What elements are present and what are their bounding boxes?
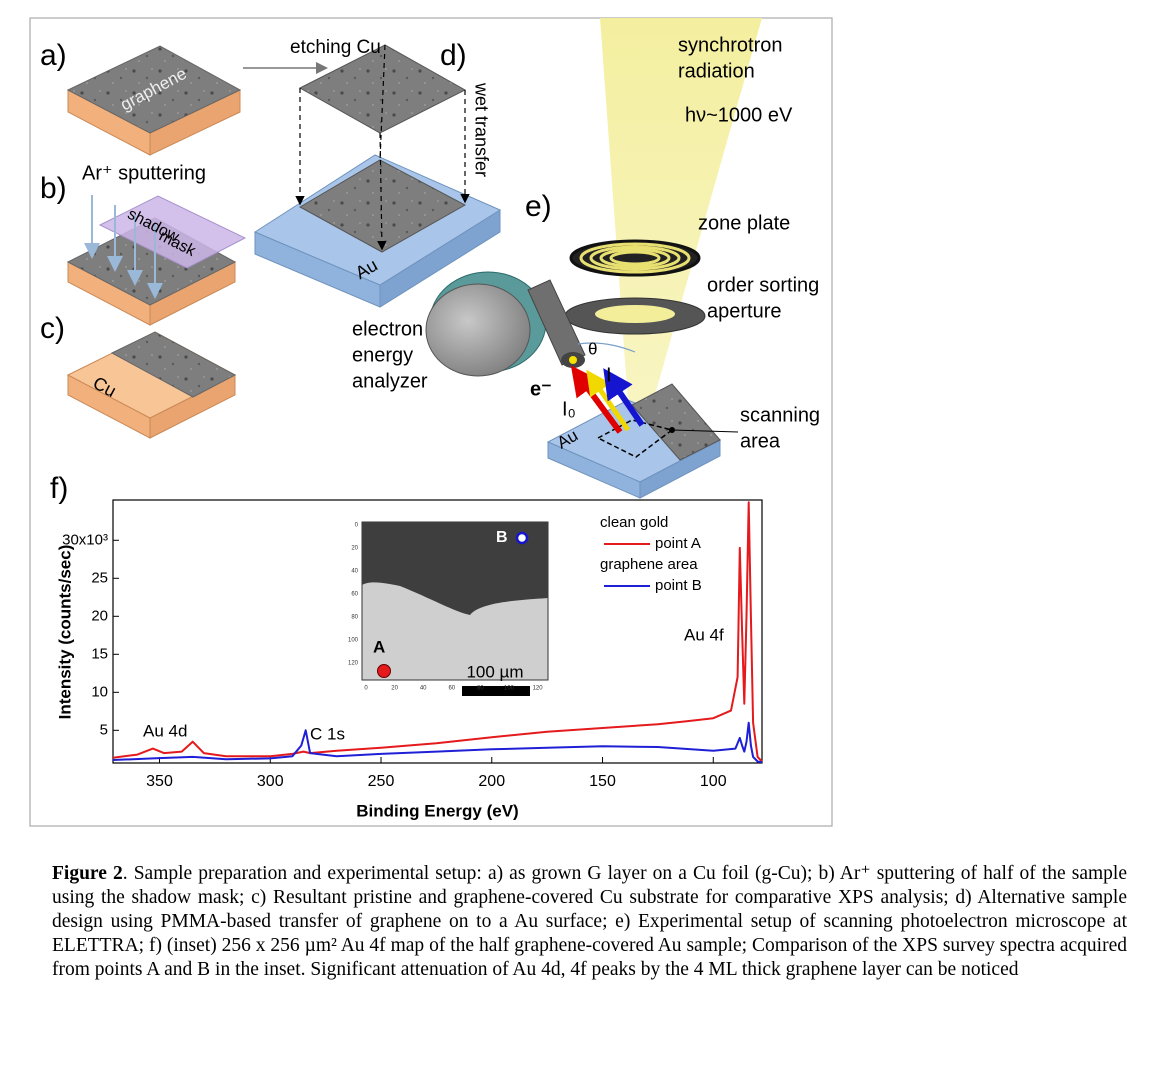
label: energy — [352, 344, 413, 366]
inset-tick-label: 100 — [348, 638, 359, 644]
label: aperture — [707, 300, 782, 322]
scale-bar-label: 100 µm — [466, 662, 523, 681]
label: order sorting — [707, 274, 819, 296]
inset-tick-label: 80 — [351, 615, 358, 621]
label: θ — [588, 339, 597, 358]
legend-header: graphene area — [600, 556, 698, 573]
label: I₀ — [562, 398, 576, 420]
x-tick-label: 300 — [257, 773, 284, 790]
legend-label: point B — [655, 577, 702, 594]
annotation: Au 4d — [143, 721, 187, 740]
legend-label: point A — [655, 535, 701, 552]
y-tick-label: 10 — [91, 683, 108, 700]
panel-label: a) — [40, 39, 67, 72]
inset-tick-label: 20 — [351, 546, 358, 552]
y-tick-label: 20 — [91, 607, 108, 624]
y-axis-label: Intensity (counts/sec) — [55, 545, 74, 720]
x-tick-label: 250 — [368, 773, 395, 790]
label: hν~1000 eV — [685, 104, 793, 126]
label: synchrotron — [678, 34, 783, 56]
point-label: B — [496, 529, 508, 546]
x-tick-label: 150 — [589, 773, 616, 790]
annotation: Au 4f — [684, 625, 724, 644]
label: zone plate — [698, 212, 790, 234]
panel-label: b) — [40, 172, 67, 205]
legend-header: clean gold — [600, 514, 668, 531]
panel-label: c) — [40, 312, 65, 345]
inset-tick-label: 20 — [391, 686, 398, 692]
inset-tick-label: 120 — [533, 686, 544, 692]
x-tick-label: 350 — [146, 773, 173, 790]
inset-tick-label: 40 — [351, 569, 358, 575]
caption-label: Figure 2 — [52, 863, 123, 884]
inset-tick-label: 60 — [448, 686, 455, 692]
label: area — [740, 430, 781, 452]
inset-tick-label: 40 — [420, 686, 427, 692]
caption: Figure 2. Sample preparation and experim… — [52, 862, 1127, 982]
point-label: A — [373, 637, 385, 656]
label: Ar⁺ sputtering — [82, 162, 206, 184]
label: I — [606, 364, 612, 386]
label: analyzer — [352, 370, 428, 392]
annotation: C 1s — [310, 724, 345, 743]
inset-tick-label: 120 — [348, 661, 359, 667]
y-tick-label: 15 — [91, 645, 108, 662]
x-tick-label: 100 — [700, 773, 727, 790]
panel-label: d) — [440, 39, 467, 72]
inset-tick-label: 100 — [504, 686, 515, 692]
page: {"figure": { "panels": ["a)", "b)", "c)"… — [0, 0, 1153, 1071]
label: etching Cu — [290, 37, 381, 58]
x-tick-label: 200 — [478, 773, 505, 790]
label: electron — [352, 318, 423, 340]
label: radiation — [678, 60, 755, 82]
x-axis-label: Binding Energy (eV) — [356, 801, 518, 820]
label: wet transfer — [471, 82, 491, 177]
label: scanning — [740, 404, 820, 426]
y-tick-label: 25 — [91, 569, 108, 586]
inset-tick-label: 80 — [477, 686, 484, 692]
panel-label: e) — [525, 190, 552, 223]
label: e⁻ — [530, 378, 552, 400]
y-tick-label: 5 — [100, 721, 108, 738]
inset-tick-label: 60 — [351, 592, 358, 598]
caption-text: . Sample preparation and experimental se… — [52, 863, 1127, 980]
panel-label: f) — [50, 472, 68, 505]
